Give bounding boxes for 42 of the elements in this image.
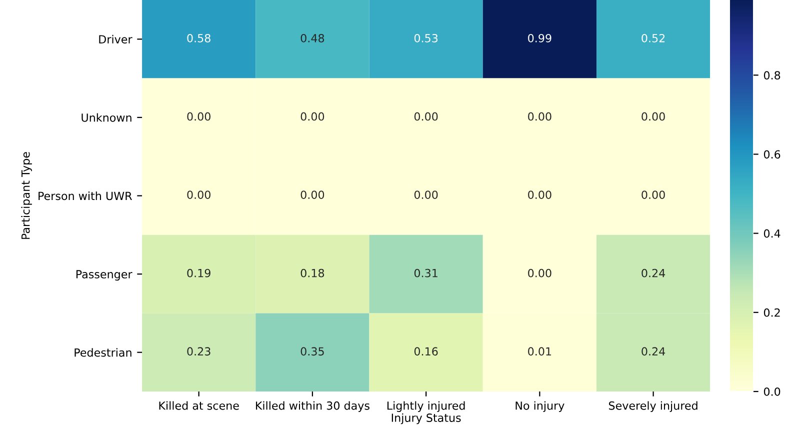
- data-label: 0.23: [187, 347, 210, 356]
- data-label: 0.01: [528, 347, 552, 356]
- data-label: 0.00: [528, 190, 552, 199]
- data-label: 0.00: [414, 112, 438, 121]
- data-label: 0.31: [414, 268, 438, 278]
- x-tick-label: Severely injured: [608, 401, 698, 412]
- data-label: 0.24: [642, 347, 666, 356]
- data-label: 0.16: [414, 347, 438, 356]
- data-label: 0.58: [187, 34, 210, 42]
- data-label: 0.24: [642, 268, 666, 278]
- y-tick-label: Driver: [99, 34, 132, 44]
- y-tick-label: Pedestrian: [74, 348, 132, 357]
- x-tick-label: Killed within 30 days: [256, 401, 370, 412]
- data-label: 0.53: [414, 34, 438, 42]
- data-label: 0.18: [300, 268, 324, 278]
- data-label: 0.00: [642, 190, 665, 199]
- data-label: 0.00: [187, 112, 210, 121]
- x-tick-label: No injury: [516, 401, 564, 412]
- x-tick-label: Lightly injured: [387, 401, 465, 412]
- data-label: 0.35: [300, 347, 324, 356]
- x-axis-title: Injury Status: [392, 413, 461, 424]
- color-bar-label: 0.0: [764, 387, 780, 396]
- y-tick-label: Unknown: [82, 113, 132, 122]
- color-bar-label: 0.8: [764, 71, 780, 80]
- y-tick-label: Passenger: [76, 270, 132, 281]
- data-label: 0.00: [642, 112, 665, 121]
- data-label: 0.00: [300, 190, 324, 199]
- data-label: 0.48: [300, 34, 324, 42]
- data-label: 0.99: [528, 34, 552, 42]
- data-label: 0.19: [187, 268, 210, 278]
- data-label: 0.52: [642, 34, 665, 42]
- x-tick-label: Killed at scene: [159, 401, 239, 410]
- data-label: 0.00: [414, 190, 438, 199]
- color-bar-label: 0.4: [764, 229, 780, 238]
- color-bar-label: 0.2: [764, 308, 780, 317]
- data-label: 0.00: [187, 190, 210, 199]
- data-label: 0.00: [528, 268, 552, 278]
- y-axis-title: Participant Type: [21, 152, 32, 239]
- color-bar-label: 0.6: [764, 150, 780, 159]
- data-label: 0.00: [528, 112, 552, 121]
- data-label: 0.00: [300, 112, 324, 121]
- y-tick-label: Person with UWR: [38, 192, 132, 200]
